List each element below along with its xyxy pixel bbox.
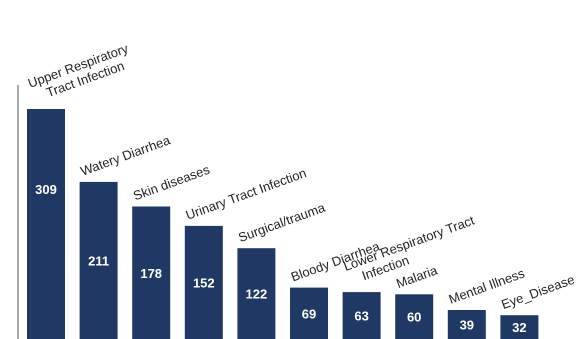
value-label: 60 (407, 310, 421, 325)
category-label-line: Skin diseases (131, 162, 212, 204)
bar (132, 206, 171, 339)
value-label: 122 (246, 287, 268, 302)
bar (290, 287, 328, 339)
value-label: 32 (512, 320, 526, 335)
category-label: Skin diseases (131, 162, 212, 204)
value-label: 69 (302, 306, 316, 321)
bar (342, 292, 381, 339)
bar (79, 181, 118, 339)
value-label: 178 (140, 266, 162, 281)
value-labels-layer: 309 211 178 152 122 69 63 60 39 32 (35, 182, 526, 335)
value-label: 39 (460, 318, 474, 333)
bar (184, 225, 223, 339)
category-label: Surgical/trauma (236, 200, 327, 245)
value-label: 211 (88, 254, 109, 269)
bar (237, 248, 276, 339)
category-label-line: Watery Diarrhea (78, 132, 172, 179)
bar (27, 109, 65, 339)
category-label: Watery Diarrhea (78, 132, 172, 179)
value-label: 63 (354, 309, 368, 324)
value-label: 309 (35, 182, 57, 197)
category-label-line: Surgical/trauma (236, 200, 327, 245)
bar (447, 310, 486, 339)
category-label: Upper RespiratoryTract Infection (26, 40, 136, 104)
value-label: 152 (193, 275, 215, 290)
bar (500, 315, 539, 339)
bars-layer (27, 109, 539, 339)
bar (395, 294, 434, 339)
